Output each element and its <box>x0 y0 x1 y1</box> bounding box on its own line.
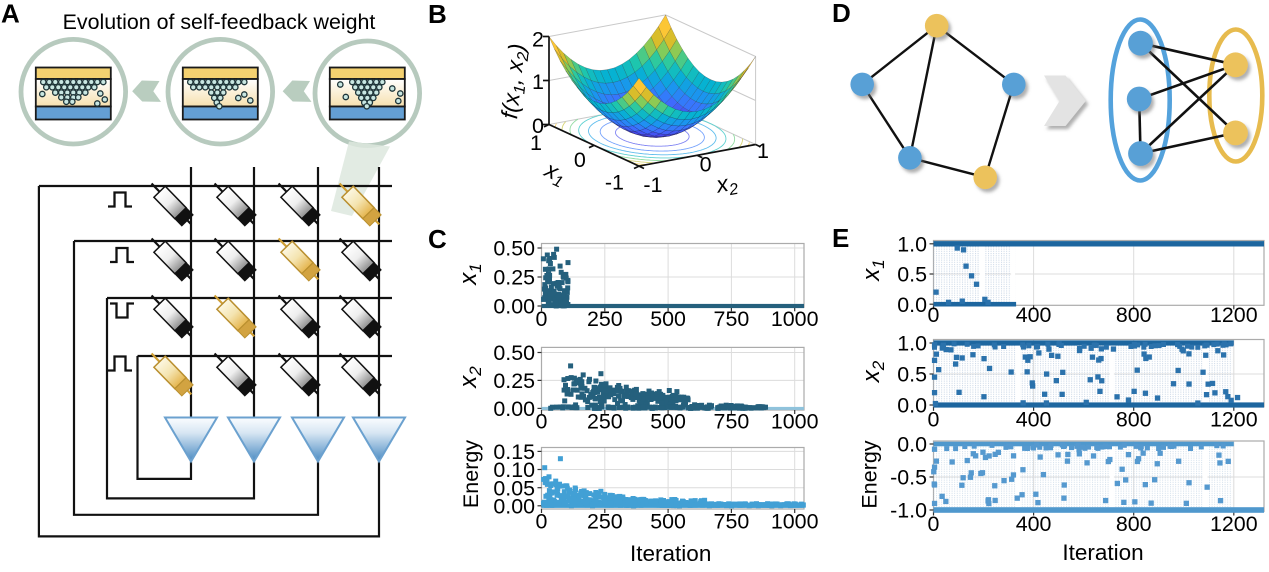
svg-text:0.0: 0.0 <box>897 394 927 418</box>
svg-text:1: 1 <box>530 131 542 155</box>
svg-text:0.5: 0.5 <box>897 363 927 387</box>
svg-text:0.00: 0.00 <box>493 397 535 421</box>
svg-text:0.00: 0.00 <box>493 494 535 518</box>
svg-text:1200: 1200 <box>1210 303 1258 327</box>
svg-text:0: 0 <box>536 307 548 331</box>
svg-text:-1: -1 <box>643 173 662 197</box>
svg-text:x1: x1 <box>455 263 485 285</box>
svg-text:750: 750 <box>714 307 750 331</box>
svg-text:-1.0: -1.0 <box>890 499 927 523</box>
svg-text:800: 800 <box>1116 512 1152 536</box>
svg-text:0: 0 <box>928 408 940 432</box>
svg-text:0: 0 <box>928 512 940 536</box>
svg-text:x2: x2 <box>455 366 485 389</box>
svg-text:0.50: 0.50 <box>493 341 535 365</box>
svg-text:500: 500 <box>650 307 686 331</box>
svg-text:0.00: 0.00 <box>493 295 535 319</box>
svg-text:x1: x1 <box>539 156 571 192</box>
svg-text:400: 400 <box>1016 303 1052 327</box>
svg-text:800: 800 <box>1116 408 1152 432</box>
svg-text:-0.5: -0.5 <box>890 466 927 490</box>
svg-text:Iteration: Iteration <box>630 541 711 566</box>
svg-text:x2: x2 <box>858 360 888 383</box>
svg-text:Energy: Energy <box>858 440 882 508</box>
svg-text:0: 0 <box>536 410 548 434</box>
svg-text:C: C <box>428 224 447 254</box>
svg-text:x2: x2 <box>713 168 740 201</box>
svg-text:0.15: 0.15 <box>493 440 535 464</box>
svg-text:2: 2 <box>532 27 544 51</box>
svg-text:1.0: 1.0 <box>897 332 927 356</box>
svg-text:0.50: 0.50 <box>493 237 535 261</box>
svg-text:1200: 1200 <box>1210 408 1258 432</box>
svg-text:750: 750 <box>714 410 750 434</box>
svg-text:1: 1 <box>757 139 769 163</box>
svg-text:-1: -1 <box>605 170 624 194</box>
svg-text:E: E <box>832 223 849 253</box>
svg-text:400: 400 <box>1016 512 1052 536</box>
svg-text:1000: 1000 <box>771 510 819 534</box>
svg-text:1000: 1000 <box>771 307 819 331</box>
svg-text:250: 250 <box>587 510 623 534</box>
svg-text:0.0: 0.0 <box>897 433 927 457</box>
svg-text:1.0: 1.0 <box>897 232 927 256</box>
svg-text:800: 800 <box>1116 303 1152 327</box>
svg-text:0: 0 <box>532 114 544 138</box>
svg-text:1: 1 <box>532 70 544 94</box>
svg-text:0.25: 0.25 <box>493 369 535 393</box>
svg-text:D: D <box>832 0 851 28</box>
svg-text:1000: 1000 <box>771 410 819 434</box>
svg-text:250: 250 <box>587 307 623 331</box>
svg-text:250: 250 <box>587 410 623 434</box>
svg-text:500: 500 <box>650 410 686 434</box>
svg-text:0: 0 <box>700 153 712 177</box>
svg-text:f(x1, x2): f(x1, x2) <box>496 42 533 120</box>
svg-text:Evolution of self-feedback wei: Evolution of self-feedback weight <box>63 10 376 34</box>
svg-text:500: 500 <box>650 510 686 534</box>
svg-text:1200: 1200 <box>1210 512 1258 536</box>
svg-text:400: 400 <box>1016 408 1052 432</box>
svg-text:Iteration: Iteration <box>1062 540 1143 565</box>
svg-text:0: 0 <box>574 148 586 172</box>
svg-text:Energy: Energy <box>459 440 483 508</box>
svg-text:0.5: 0.5 <box>897 263 927 287</box>
svg-text:750: 750 <box>714 510 750 534</box>
svg-text:0.0: 0.0 <box>897 293 927 317</box>
svg-text:0: 0 <box>928 303 940 327</box>
svg-text:0: 0 <box>536 510 548 534</box>
svg-text:A: A <box>1 0 20 29</box>
svg-text:0.25: 0.25 <box>493 266 535 290</box>
svg-text:B: B <box>428 0 447 29</box>
svg-text:0.10: 0.10 <box>493 458 535 482</box>
svg-text:x1: x1 <box>858 259 888 281</box>
svg-text:0.05: 0.05 <box>493 476 535 500</box>
